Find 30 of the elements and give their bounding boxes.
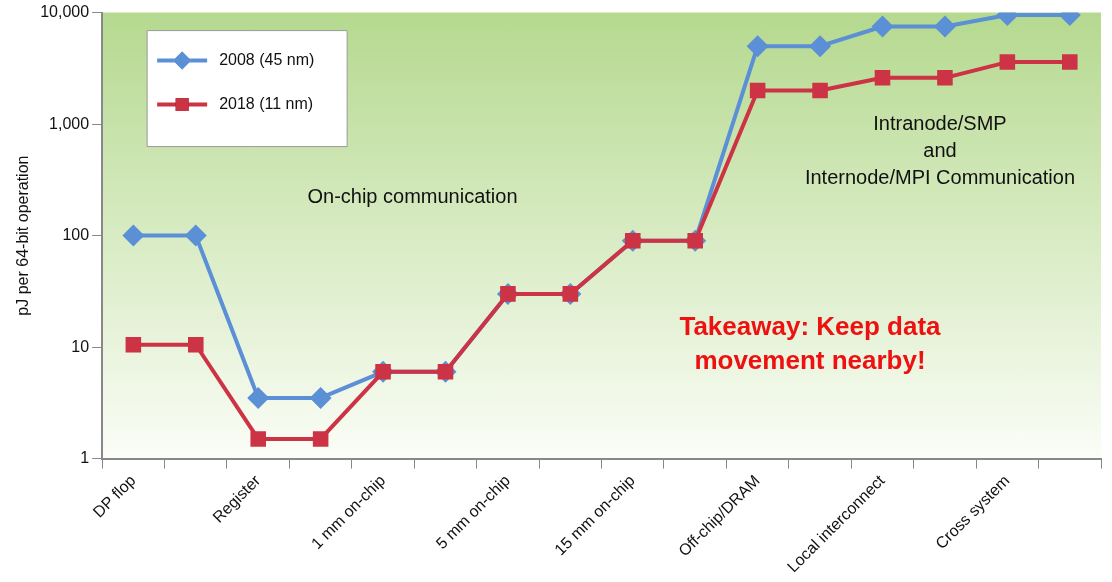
point — [874, 70, 891, 86]
y-tick-label: 1 — [80, 449, 90, 467]
point — [125, 336, 142, 353]
point — [188, 336, 204, 353]
point — [812, 82, 828, 99]
x-tick-label: DP flop — [89, 471, 139, 521]
point — [999, 54, 1016, 70]
annotation: Intranode/SMP and Internode/MPI Communication — [803, 111, 1077, 190]
y-tick-label: 10 — [71, 337, 90, 355]
legend-label: 2008 (45 nm) — [219, 51, 315, 69]
y-tick-label: 100 — [62, 226, 90, 244]
annotation: Takeaway: Keep data movement nearby! — [678, 310, 942, 377]
point — [250, 431, 266, 447]
point — [122, 224, 145, 247]
point — [184, 224, 207, 247]
annotation: On-chip communication — [306, 184, 519, 209]
point — [933, 15, 956, 38]
point — [871, 15, 894, 38]
y-axis-title: pJ per 64-bit operation — [14, 155, 32, 316]
point — [809, 35, 832, 58]
point — [937, 70, 953, 86]
point — [746, 35, 769, 58]
point — [247, 386, 270, 409]
point — [1062, 54, 1078, 70]
point — [749, 82, 766, 99]
point — [312, 431, 329, 447]
y-tick-label: 10,000 — [40, 3, 90, 21]
y-tick-label: 1,000 — [49, 114, 90, 132]
legend-label: 2018 (11 nm) — [219, 95, 314, 113]
point — [309, 386, 332, 409]
